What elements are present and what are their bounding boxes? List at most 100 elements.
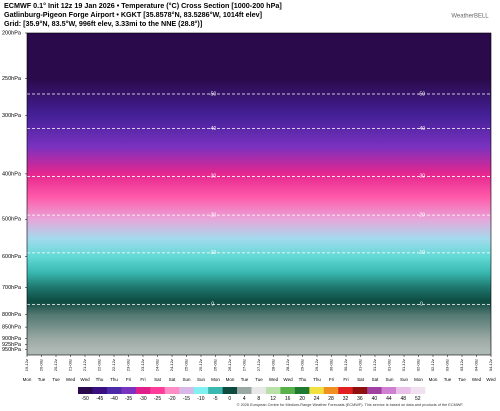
colorbar-label: 0 (228, 396, 231, 402)
x-day-label: Wed (486, 377, 496, 382)
colorbar-label: 36 (357, 396, 363, 402)
colorbar-cell (237, 387, 252, 394)
x-day-label: Fri (329, 377, 334, 382)
colorbar-cell (92, 387, 108, 394)
colorbar-label: 44 (386, 396, 392, 402)
x-day-label: Thu (110, 377, 118, 382)
x-date-label: 26-12z (227, 359, 232, 371)
colorbar-cell (352, 387, 368, 394)
colorbar-cell (121, 387, 137, 394)
contour-label: -50 (418, 91, 425, 97)
contour-label: 0 (420, 302, 423, 308)
colorbar-label: 40 (372, 396, 378, 402)
colorbar-label: 48 (401, 396, 407, 402)
y-tick-label: 900hPa (2, 336, 22, 342)
x-day-label: Fri (140, 377, 145, 382)
colorbar-label: 8 (257, 396, 260, 402)
colorbar-cell (280, 387, 296, 394)
y-tick-label: 800hPa (2, 312, 22, 318)
colorbar-label: -20 (168, 396, 175, 402)
x-date-label: 29-12z (314, 359, 319, 371)
x-date-label: 03-00z (445, 359, 450, 371)
field (27, 33, 491, 355)
x-day-label: Wed (80, 377, 90, 382)
x-day-label: Wed (472, 377, 482, 382)
colorbar-cell (294, 387, 310, 394)
x-date-label: 31-12z (372, 359, 377, 371)
footer: © 2026 European Centre for Medium-Range … (237, 403, 464, 407)
x-date-label: 28-00z (271, 359, 276, 371)
x-date-label: 21-12z (82, 359, 87, 371)
colorbar-label: 32 (343, 396, 349, 402)
x-day-label: Tue (444, 377, 452, 382)
contour-label: -40 (418, 126, 425, 132)
x-date-label: 21-00z (68, 359, 73, 371)
x-date-label: 25-12z (198, 359, 203, 371)
colorbar-cell (222, 387, 238, 394)
colorbar-cell (251, 387, 267, 394)
x-day-label: Mon (23, 377, 32, 382)
logo: WeatherBELL (451, 14, 489, 20)
title: ECMWF 0.1° Init 12z 19 Jan 2026 • Temper… (4, 1, 282, 10)
colorbar-cell (179, 387, 194, 394)
colorbar-label: 28 (328, 396, 334, 402)
colorbar-label: -10 (197, 396, 204, 402)
x-day-label: Sat (357, 377, 365, 382)
x-day-label: Tue (52, 377, 60, 382)
x-day-label: Sun (400, 377, 409, 382)
x-day-label: Mon (211, 377, 220, 382)
contour-label: -40 (209, 126, 216, 132)
y-tick-label: 700hPa (2, 285, 22, 291)
x-day-label: Sun (385, 377, 394, 382)
colorbar-label: -15 (183, 396, 190, 402)
colorbar-cell (323, 387, 339, 394)
contour-label: -30 (209, 174, 216, 180)
colorbar-label: 20 (299, 396, 305, 402)
x-date-label: 23-00z (126, 359, 131, 371)
x-date-label: 27-12z (256, 359, 261, 371)
contour-label: -20 (418, 212, 425, 218)
y-tick-label: 850hPa (2, 325, 22, 331)
x-date-label: 01-00z (387, 359, 392, 371)
x-date-label: 26-00z (213, 359, 218, 371)
y-tick-label: 250hPa (2, 76, 22, 82)
colorbar-cell (410, 387, 426, 394)
x-date-label: 02-00z (416, 359, 421, 371)
colorbar-label: 52 (415, 396, 421, 402)
colorbar-label: 16 (285, 396, 291, 402)
y-tick-label: 925hPa (2, 342, 22, 348)
colorbar-cell (78, 387, 93, 394)
colorbar-cell (106, 387, 122, 394)
x-day-label: Tue (458, 377, 466, 382)
contour-label: -20 (209, 212, 216, 218)
colorbar-label: 4 (243, 396, 246, 402)
contour-label: -30 (418, 174, 425, 180)
x-date-label: 01-12z (401, 359, 406, 371)
colorbar-cell (208, 387, 223, 394)
y-tick-label: 300hPa (2, 113, 22, 119)
x-day-label: Sat (169, 377, 177, 382)
colorbar-cell (338, 387, 354, 394)
y-tick-label: 950hPa (2, 347, 22, 353)
x-date-label: 24-12z (169, 359, 174, 371)
x-day-label: Sat (372, 377, 380, 382)
x-date-label: 20-12z (53, 359, 58, 371)
x-day-label: Thu (313, 377, 321, 382)
x-date-label: 04-12z (488, 359, 493, 371)
colorbar-cell (396, 387, 411, 394)
colorbar-label: -25 (154, 396, 161, 402)
x-day-label: Mon (226, 377, 235, 382)
colorbar-cell (193, 387, 209, 394)
x-date-label: 28-12z (285, 359, 290, 371)
colorbar-cell (309, 387, 325, 394)
x-date-label: 22-12z (111, 359, 116, 371)
x-day-label: Wed (269, 377, 279, 382)
colorbar-label: 12 (270, 396, 276, 402)
x-date-label: 30-12z (343, 359, 348, 371)
x-date-label: 22-00z (97, 359, 102, 371)
colorbar-label: -5 (213, 396, 218, 402)
x-date-label: 30-00z (329, 359, 334, 371)
colorbar-cell (265, 387, 281, 394)
y-tick-label: 500hPa (2, 217, 22, 223)
x-date-label: 31-00z (358, 359, 363, 371)
